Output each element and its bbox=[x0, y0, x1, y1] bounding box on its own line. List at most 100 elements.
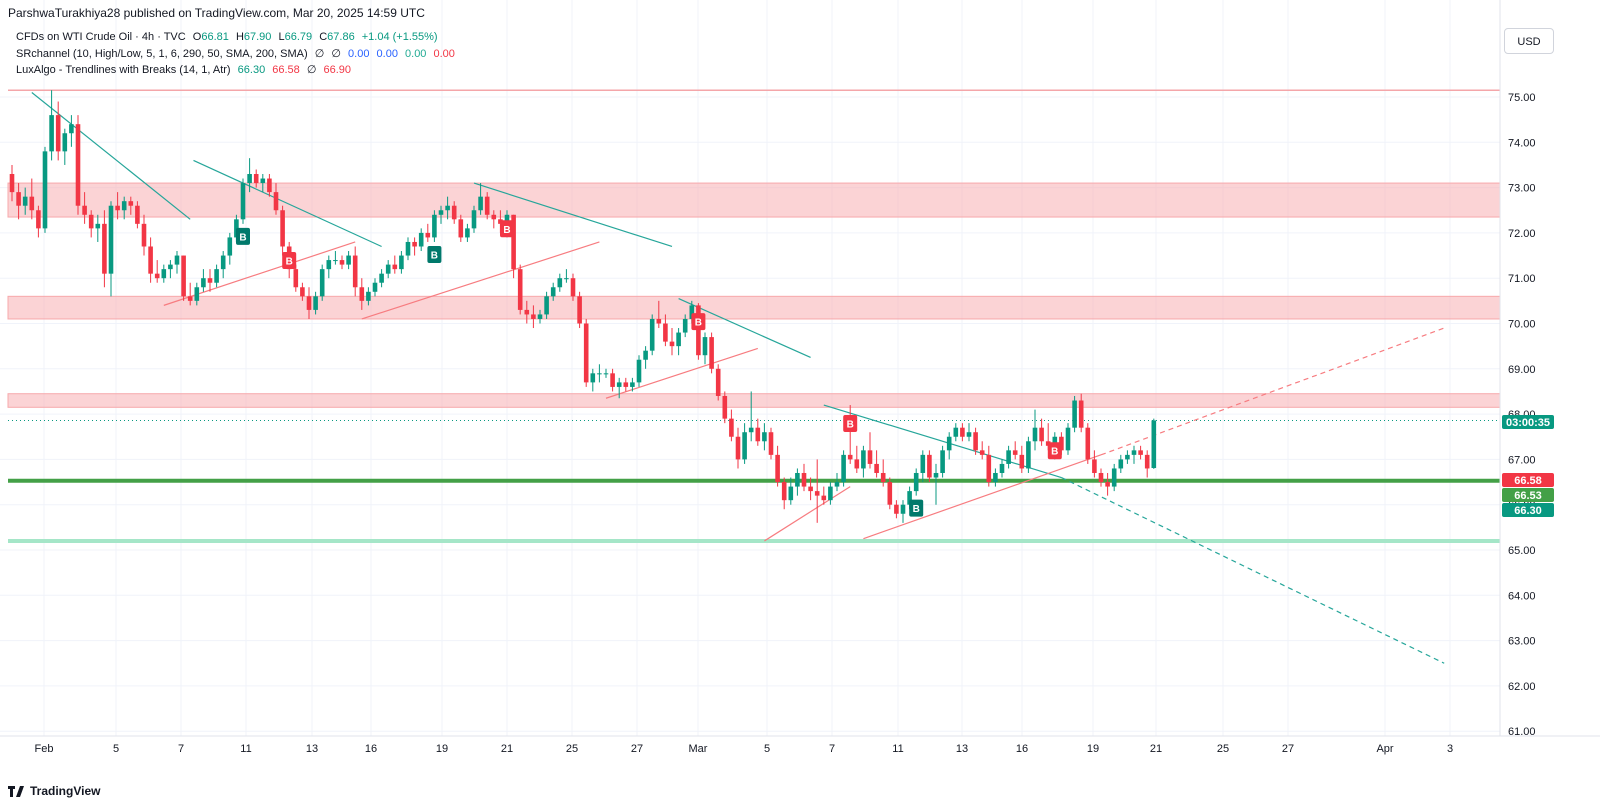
candle-body bbox=[531, 314, 536, 319]
candle-body bbox=[1092, 459, 1097, 473]
candle-body bbox=[484, 196, 490, 215]
price-tick-label: 72.00 bbox=[1508, 228, 1536, 240]
candle-body bbox=[577, 296, 582, 324]
candle-body bbox=[966, 432, 972, 437]
legend-luxalgo-v4: 66.90 bbox=[323, 64, 352, 76]
candle-body bbox=[95, 223, 101, 229]
candle-body bbox=[702, 337, 708, 356]
candle-body bbox=[412, 241, 417, 247]
candle-body bbox=[603, 373, 609, 375]
break-signal-badge bbox=[282, 251, 297, 269]
candle-body bbox=[900, 504, 906, 514]
time-tick-label: 13 bbox=[956, 743, 968, 755]
tradingview-logo-icon bbox=[8, 785, 24, 797]
price-tick-label: 69.00 bbox=[1508, 364, 1536, 376]
candle-body bbox=[313, 296, 318, 310]
candle-body bbox=[669, 341, 675, 347]
candle-body bbox=[768, 432, 774, 455]
price-tick-label: 67.00 bbox=[1508, 454, 1536, 466]
candle-body bbox=[207, 278, 213, 283]
legend-open: 66.81 bbox=[201, 31, 229, 43]
signal-badge-label: B bbox=[913, 504, 920, 515]
break-signal-badge bbox=[1047, 442, 1062, 460]
candle-body bbox=[946, 436, 952, 451]
candle-body bbox=[682, 318, 688, 333]
candle-body bbox=[280, 210, 285, 247]
candle-body bbox=[834, 482, 840, 487]
candle-body bbox=[201, 278, 206, 288]
candle-body bbox=[1052, 436, 1058, 446]
price-label-box bbox=[1502, 415, 1554, 429]
candle-body bbox=[62, 133, 68, 152]
candle-body bbox=[471, 210, 477, 229]
trendline bbox=[1100, 327, 1445, 456]
candle-body bbox=[352, 255, 358, 288]
time-tick-label: 16 bbox=[1016, 743, 1028, 755]
tradingview-logo[interactable]: TradingView bbox=[8, 784, 100, 798]
candle-body bbox=[610, 373, 615, 387]
candle-body bbox=[709, 337, 714, 369]
candle-body bbox=[121, 201, 127, 211]
time-tick-label: 21 bbox=[1150, 743, 1162, 755]
candle-body bbox=[154, 273, 160, 279]
candle-body bbox=[372, 282, 378, 292]
candle-body bbox=[359, 287, 365, 301]
candle-body bbox=[1144, 454, 1150, 469]
candle-body bbox=[1151, 420, 1157, 469]
candle-body bbox=[36, 210, 41, 229]
candle-body bbox=[319, 269, 325, 297]
legend-symbol[interactable]: CFDs on WTI Crude Oil · 4h · TVC bbox=[16, 31, 186, 43]
candle-body bbox=[478, 196, 483, 211]
candle-body bbox=[762, 432, 767, 442]
currency-button[interactable]: USD bbox=[1504, 28, 1554, 54]
candle-body bbox=[616, 382, 622, 387]
candle-body bbox=[253, 174, 259, 184]
time-tick-label: 3 bbox=[1447, 743, 1453, 755]
candle-body bbox=[643, 350, 648, 360]
candle-body bbox=[385, 264, 391, 274]
candle-body bbox=[1026, 441, 1031, 469]
candle-body bbox=[247, 174, 252, 184]
candle-body bbox=[801, 472, 807, 487]
legend-low: 66.79 bbox=[284, 31, 313, 43]
signal-badge-label: B bbox=[503, 225, 510, 236]
candle-body bbox=[174, 255, 180, 265]
candle-body bbox=[326, 260, 332, 270]
candle-body bbox=[775, 454, 780, 483]
signal-badge-label: B bbox=[847, 420, 854, 431]
candle-body bbox=[880, 472, 886, 483]
time-tick-label: 25 bbox=[1217, 743, 1229, 755]
candle-body bbox=[148, 246, 153, 274]
time-tick-label: 11 bbox=[892, 743, 903, 755]
legend-luxalgo-name[interactable]: LuxAlgo - Trendlines with Breaks (14, 1,… bbox=[16, 64, 231, 76]
time-tick-label: 11 bbox=[240, 743, 251, 755]
time-tick-label: 19 bbox=[436, 743, 448, 755]
candle-body bbox=[432, 214, 437, 238]
tradingview-logo-text: TradingView bbox=[30, 784, 101, 798]
candle-body bbox=[333, 260, 338, 262]
legend-srchannel-name[interactable]: SRchannel (10, High/Low, 5, 1, 6, 290, 5… bbox=[16, 48, 308, 60]
buy-signal-badge bbox=[236, 227, 250, 245]
legend-open-label: O bbox=[192, 31, 202, 43]
candle-body bbox=[517, 269, 523, 310]
candle-body bbox=[42, 151, 48, 229]
candle-body bbox=[346, 255, 351, 265]
candle-body bbox=[82, 205, 87, 215]
candle-body bbox=[300, 287, 305, 297]
legend-srchannel-v2: ∅ bbox=[331, 48, 341, 60]
time-tick-label: Feb bbox=[35, 743, 54, 755]
candle-body bbox=[722, 395, 728, 419]
candle-body bbox=[795, 472, 800, 487]
candle-body bbox=[742, 432, 747, 460]
signal-markers: B B B B B B B B bbox=[236, 220, 1062, 517]
legend-srchannel-row: SRchannel (10, High/Low, 5, 1, 6, 290, 5… bbox=[16, 47, 459, 60]
legend-luxalgo-v2: 66.58 bbox=[272, 64, 300, 76]
candle-body bbox=[1098, 472, 1104, 483]
buy-signal-badge bbox=[909, 499, 924, 517]
candle-body bbox=[894, 504, 899, 514]
buy-signal-badge bbox=[427, 245, 442, 263]
candle-body bbox=[920, 454, 926, 473]
candle-body bbox=[194, 287, 200, 301]
candle-body bbox=[115, 205, 120, 211]
